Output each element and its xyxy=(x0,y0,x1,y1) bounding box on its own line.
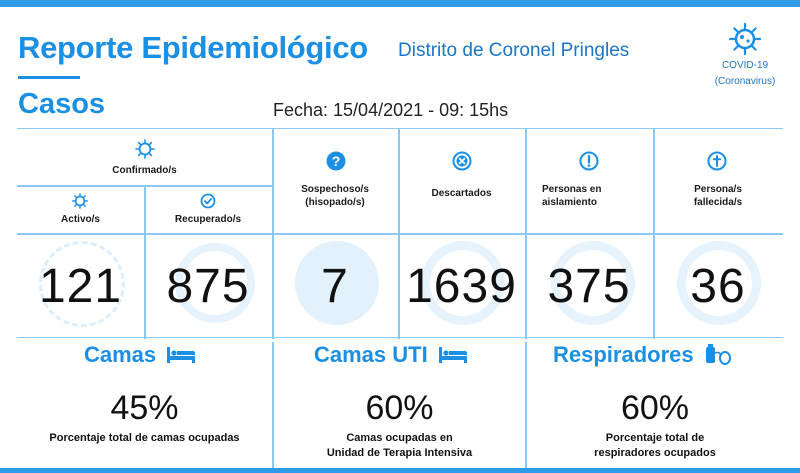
suspected-count: 7 xyxy=(321,260,349,313)
isolation-label-line2: aislamiento xyxy=(542,197,598,208)
check-watermark xyxy=(175,243,255,323)
suspected-label: Sospechoso/s (hisopado/s) xyxy=(272,183,398,209)
page-title: Reporte Epidemiológico xyxy=(18,30,368,65)
icu-percent: 60% xyxy=(365,389,434,427)
active-count: 121 xyxy=(38,260,123,313)
isolation-count: 375 xyxy=(547,260,631,313)
section-divider xyxy=(525,342,527,468)
covid-badge: COVID-19 (Coronavirus) xyxy=(700,22,790,88)
deceased-count: 36 xyxy=(690,260,746,313)
icu-description-line2: Unidad de Terapia Intensiva xyxy=(326,447,473,459)
covid-label: COVID-19 xyxy=(721,60,769,71)
grid-divider xyxy=(17,185,272,187)
covid-sublabel: (Coronavirus) xyxy=(714,76,776,87)
suspected-label-line2: (hisopado/s) xyxy=(305,197,365,208)
bottom-accent-bar xyxy=(0,468,800,473)
isolation-label-line1: Personas en xyxy=(542,184,602,195)
report-date: Fecha: 15/04/2021 - 09: 15hs xyxy=(273,100,509,120)
icu-title: Camas UTI xyxy=(314,342,468,368)
deceased-label-line1: Persona/s xyxy=(694,184,742,195)
respirators-description: Porcentaje total de respiradores ocupado… xyxy=(527,431,783,461)
check-circle-icon xyxy=(200,193,216,209)
deceased-label-line2: fallecida/s xyxy=(693,197,743,208)
cross-religious-icon xyxy=(707,151,727,171)
section-divider xyxy=(272,342,274,468)
respirators-percent: 60% xyxy=(620,389,690,427)
isolation-label: Personas en aislamiento xyxy=(542,183,632,209)
respirator-icon xyxy=(705,344,731,365)
recovered-count: 875 xyxy=(166,260,250,313)
icu-description: Camas ocupadas en Unidad de Terapia Inte… xyxy=(274,431,525,461)
title-underline xyxy=(18,76,80,79)
virus-icon xyxy=(135,139,155,159)
icu-description-line1: Camas ocupadas en xyxy=(346,432,453,444)
deceased-label: Persona/s fallecida/s xyxy=(653,183,783,209)
discarded-count: 1639 xyxy=(406,260,517,313)
question-icon: ? xyxy=(326,151,346,171)
beds-title-text: Camas xyxy=(84,342,157,367)
svg-text:?: ? xyxy=(332,153,341,169)
cases-grid: Confirmado/s Activo/s 121 Recuperado/s 8… xyxy=(17,128,783,339)
icu-title-text: Camas UTI xyxy=(314,342,428,367)
respirators-title-text: Respiradores xyxy=(553,342,694,367)
grid-divider xyxy=(144,185,146,339)
hospital-bed-icon xyxy=(167,347,196,363)
grid-divider xyxy=(17,233,783,235)
respirators-title: Respiradores xyxy=(553,342,732,368)
respirators-description-line2: respiradores ocupados xyxy=(594,447,716,459)
active-label: Activo/s xyxy=(61,214,100,225)
beds-percent: 45% xyxy=(110,389,179,427)
suspected-label-line1: Sospechoso/s xyxy=(301,184,369,195)
top-accent-bar xyxy=(0,0,800,7)
confirmed-label: Confirmado/s xyxy=(112,165,177,176)
virus-watermark xyxy=(39,241,125,327)
virus-icon xyxy=(72,193,88,209)
exclamation-watermark xyxy=(551,241,635,325)
cross-religious-watermark xyxy=(677,241,761,325)
cross-watermark xyxy=(421,241,505,325)
hospital-bed-icon xyxy=(438,347,467,363)
exclamation-icon xyxy=(579,151,599,171)
section-title-casos: Casos xyxy=(18,88,106,120)
cross-circle-icon xyxy=(452,151,472,171)
beds-title: Camas xyxy=(84,342,196,368)
virus-icon xyxy=(728,22,762,56)
respirators-description-line1: Porcentaje total de xyxy=(605,432,705,444)
question-watermark xyxy=(295,241,379,325)
page-subtitle: Distrito de Coronel Pringles xyxy=(398,40,630,61)
discarded-label: Descartados xyxy=(431,188,492,199)
beds-description: Porcentaje total de camas ocupadas xyxy=(49,432,240,444)
recovered-label: Recuperado/s xyxy=(174,214,242,225)
